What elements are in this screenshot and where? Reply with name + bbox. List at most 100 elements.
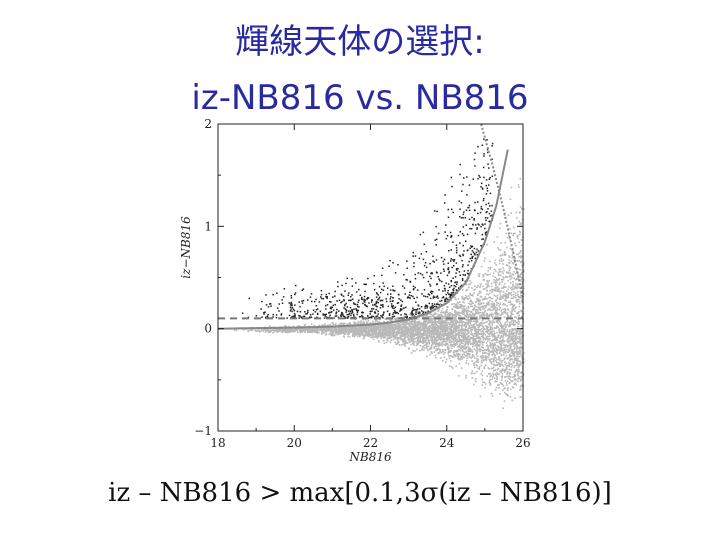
background-point — [365, 334, 367, 336]
background-point — [518, 268, 520, 270]
background-point — [264, 328, 266, 330]
background-point — [460, 328, 462, 331]
background-point — [405, 329, 408, 332]
background-point — [438, 348, 440, 350]
background-point — [485, 306, 487, 308]
background-point — [453, 350, 456, 352]
background-point — [438, 319, 440, 321]
background-point — [458, 311, 461, 314]
background-point — [507, 309, 510, 311]
background-point — [400, 329, 403, 332]
background-point — [519, 333, 521, 336]
background-point — [501, 254, 503, 257]
background-point — [501, 253, 504, 256]
background-point — [510, 311, 512, 314]
background-point — [516, 362, 519, 365]
background-point — [489, 378, 491, 381]
background-point — [478, 340, 480, 342]
background-point — [502, 385, 505, 387]
background-point — [464, 342, 467, 344]
background-point — [385, 324, 387, 326]
background-point — [431, 329, 434, 331]
background-point — [499, 343, 502, 346]
background-point — [410, 329, 413, 331]
background-point — [505, 362, 508, 365]
background-point — [461, 307, 463, 310]
background-point — [488, 315, 491, 318]
background-point — [416, 332, 418, 335]
background-point — [417, 342, 420, 344]
background-point — [470, 320, 472, 323]
background-point — [458, 321, 460, 324]
background-point — [495, 327, 497, 329]
background-point — [507, 365, 510, 368]
background-point — [478, 341, 481, 343]
background-point — [490, 285, 493, 288]
background-point — [412, 331, 414, 333]
background-point — [440, 320, 442, 322]
background-point — [412, 315, 414, 318]
background-point — [506, 330, 508, 333]
background-point — [520, 346, 523, 349]
background-point — [339, 326, 342, 329]
background-point — [322, 329, 325, 331]
background-point — [378, 321, 380, 323]
background-point — [448, 338, 451, 341]
background-point — [416, 327, 418, 329]
background-point — [449, 344, 452, 347]
background-point — [447, 335, 449, 338]
background-point — [477, 321, 479, 323]
background-point — [498, 268, 500, 271]
background-point — [444, 313, 447, 315]
background-point — [433, 347, 435, 349]
background-point — [508, 325, 510, 328]
background-point — [404, 328, 407, 330]
background-point — [489, 268, 492, 270]
background-point — [335, 332, 337, 335]
background-point — [512, 376, 514, 378]
background-point — [405, 321, 408, 324]
background-point — [419, 333, 422, 336]
background-point — [514, 278, 517, 281]
background-point — [348, 329, 351, 332]
background-point — [457, 345, 460, 348]
background-point — [428, 316, 431, 318]
background-point — [454, 306, 456, 308]
background-point — [364, 318, 367, 321]
page-title: 輝線天体の選択: — [235, 22, 485, 62]
background-point — [417, 328, 420, 330]
background-point — [483, 288, 486, 290]
background-point — [430, 313, 432, 316]
background-point — [446, 333, 448, 336]
background-point — [517, 365, 520, 367]
background-point — [482, 349, 485, 352]
background-point — [513, 305, 515, 307]
background-point — [515, 316, 518, 319]
background-point — [371, 333, 373, 335]
background-point — [456, 301, 459, 304]
background-point — [426, 330, 429, 333]
background-point — [471, 377, 474, 379]
background-point — [507, 395, 509, 397]
background-point — [505, 276, 508, 278]
background-point — [448, 354, 450, 357]
background-point — [437, 302, 439, 304]
background-point — [509, 388, 512, 391]
background-point — [490, 328, 492, 331]
background-point — [511, 303, 513, 306]
background-point — [472, 342, 474, 345]
background-point — [447, 328, 449, 330]
background-point — [443, 356, 446, 359]
background-point — [483, 251, 485, 254]
background-point — [480, 346, 483, 348]
background-point — [432, 323, 434, 326]
background-point — [491, 328, 494, 331]
background-point — [506, 236, 509, 239]
background-point — [489, 350, 491, 353]
background-point — [370, 327, 372, 329]
background-point — [465, 362, 467, 364]
background-point — [482, 339, 485, 341]
background-point — [281, 330, 283, 333]
background-point — [496, 294, 499, 297]
background-point — [514, 397, 516, 399]
